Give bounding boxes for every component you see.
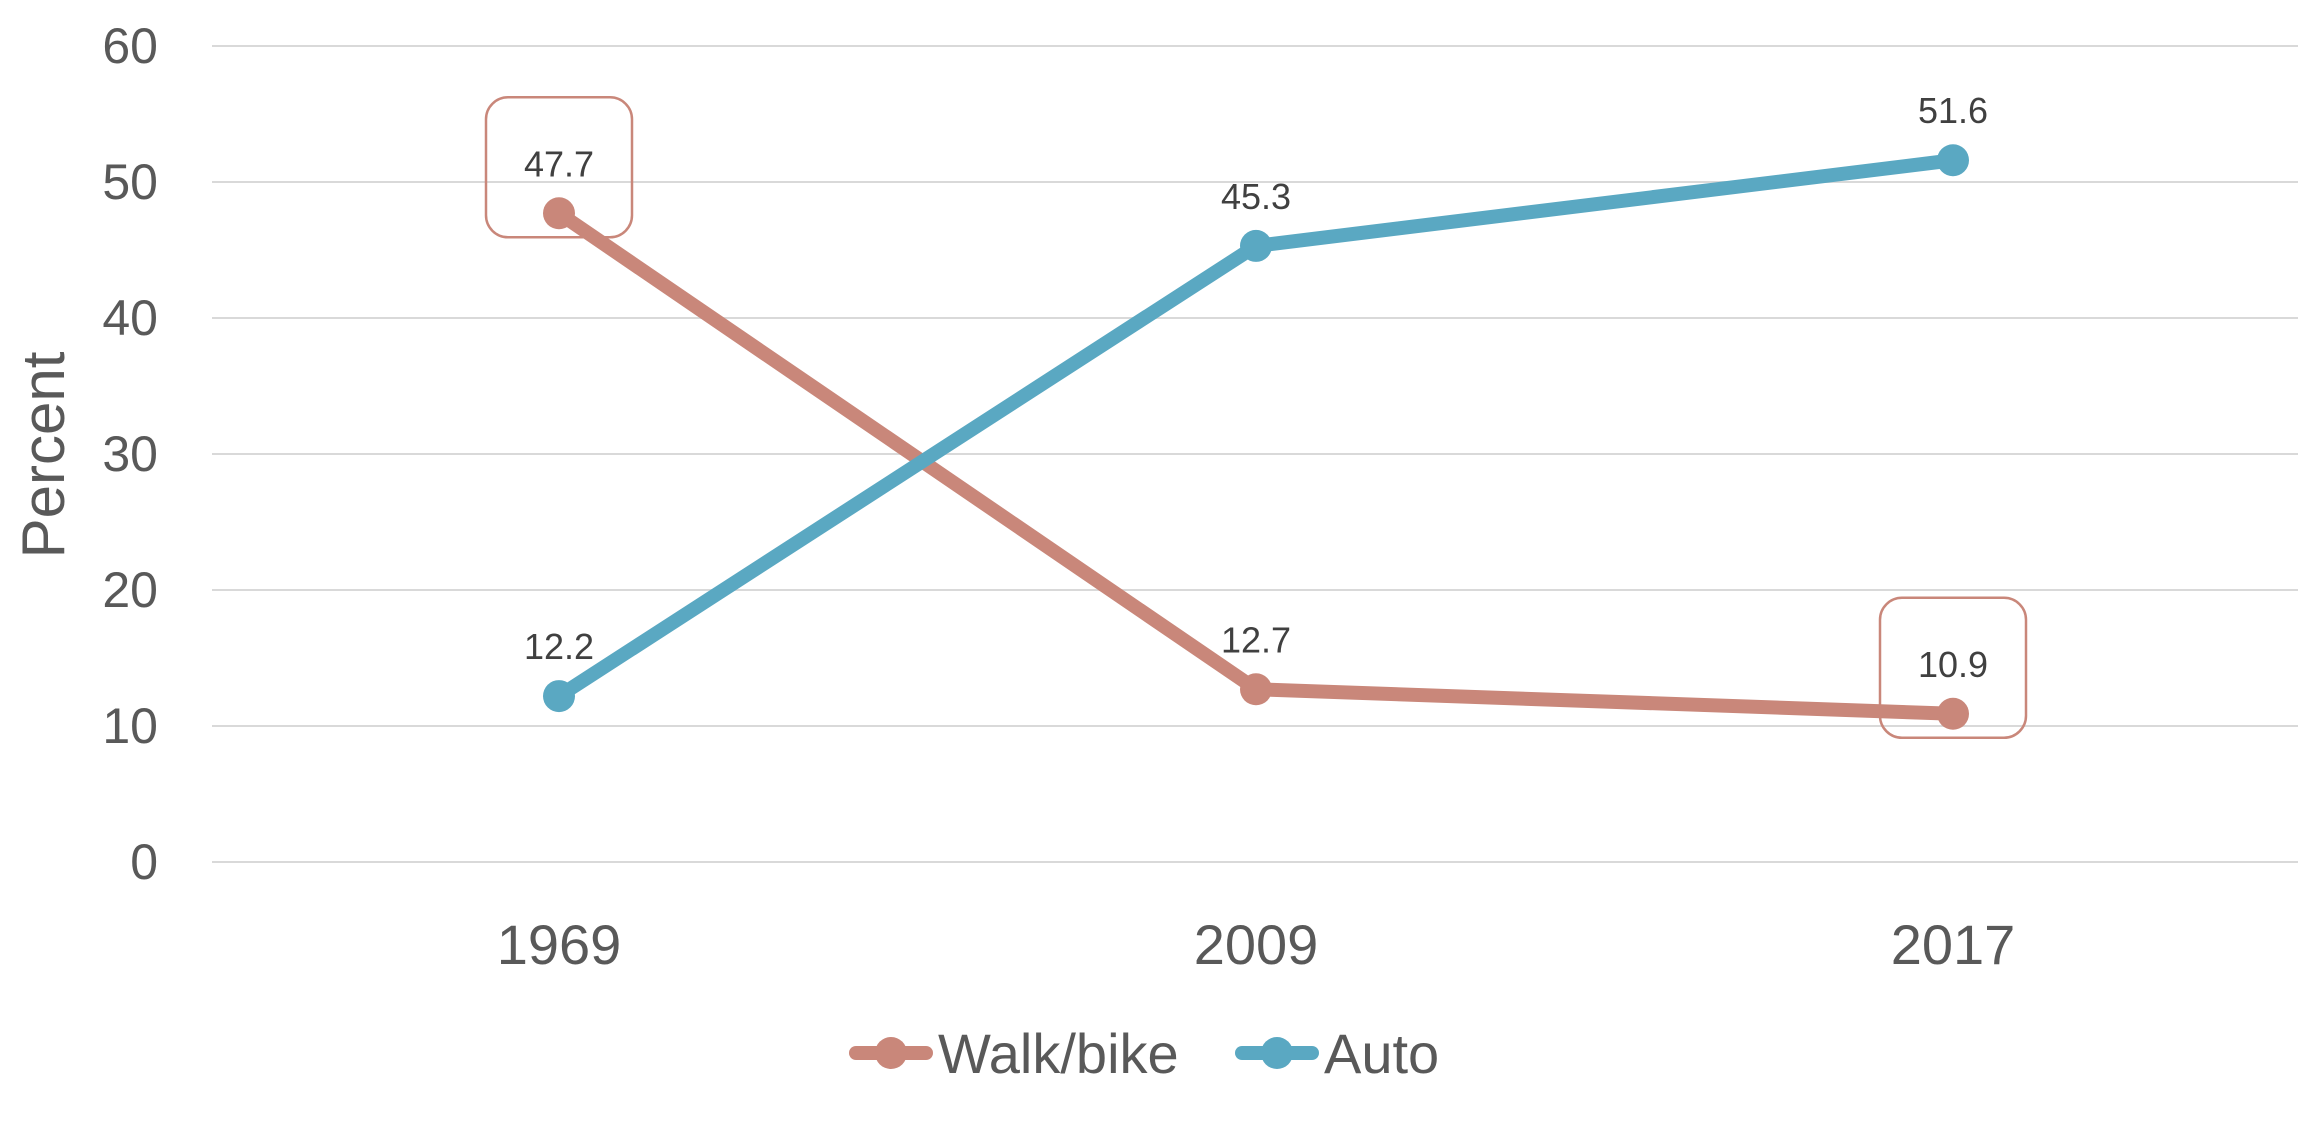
data-point (1937, 144, 1969, 177)
data-labels: 47.7 12.7 10.9 12.2 45.3 51.6 (484, 90, 2028, 740)
label-callout-box (1878, 596, 2028, 740)
data-label: 12.7 (1221, 619, 1291, 660)
x-tick-label: 2017 (1891, 913, 2016, 976)
data-label: 47.7 (524, 143, 594, 184)
data-label: 51.6 (1918, 90, 1988, 131)
data-label: 12.2 (524, 626, 594, 667)
legend-swatch-marker (1261, 1037, 1293, 1069)
data-label: 45.3 (1221, 176, 1291, 217)
label-callout-box (484, 96, 634, 239)
series-auto (543, 144, 1969, 713)
data-point (1240, 673, 1272, 706)
data-label: 10.9 (1918, 644, 1988, 685)
legend-swatch-marker (875, 1037, 907, 1069)
data-point (543, 197, 575, 230)
legend-item: Walk/bike (849, 1022, 1179, 1085)
y-axis-ticks: 0 10 20 30 40 50 60 (102, 18, 158, 890)
x-tick-label: 1969 (497, 913, 622, 976)
x-tick-label: 2009 (1194, 913, 1319, 976)
y-tick-label: 30 (102, 426, 158, 482)
data-point (543, 680, 575, 713)
gridlines (212, 45, 2298, 863)
y-tick-label: 50 (102, 154, 158, 210)
y-tick-label: 0 (130, 834, 158, 890)
x-axis-ticks: 1969 2009 2017 (497, 913, 2016, 976)
legend-label: Walk/bike (938, 1022, 1179, 1085)
legend-item: Auto (1235, 1022, 1439, 1085)
legend: Walk/bike Auto (849, 1022, 1439, 1085)
legend-label: Auto (1324, 1022, 1439, 1085)
series-layer (543, 144, 1969, 730)
y-tick-label: 20 (102, 562, 158, 618)
y-tick-label: 40 (102, 290, 158, 346)
y-axis-title: Percent (10, 351, 77, 558)
y-tick-label: 60 (102, 18, 158, 74)
data-point (1937, 697, 1969, 730)
y-tick-label: 10 (102, 698, 158, 754)
series-walk-bike (543, 197, 1969, 730)
data-point (1240, 229, 1272, 262)
